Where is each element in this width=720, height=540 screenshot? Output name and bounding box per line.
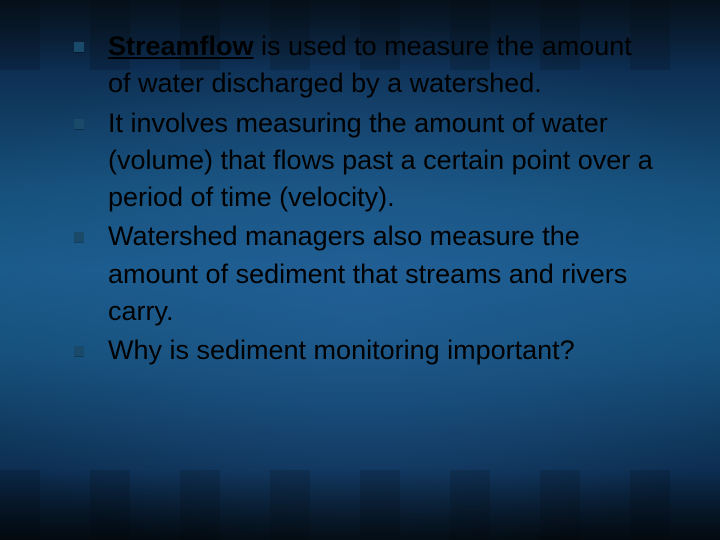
bullet-text: Watershed managers also measure the amou… [108, 221, 627, 326]
slide-content: Streamflow is used to measure the amount… [60, 28, 660, 371]
bullet-text: It involves measuring the amount of wate… [108, 108, 653, 213]
list-item: Watershed managers also measure the amou… [60, 218, 660, 330]
bullet-text: Why is sediment monitoring important? [108, 335, 575, 365]
list-item: Streamflow is used to measure the amount… [60, 28, 660, 103]
list-item: It involves measuring the amount of wate… [60, 105, 660, 217]
slide: Streamflow is used to measure the amount… [0, 0, 720, 540]
list-item: Why is sediment monitoring important? [60, 332, 660, 369]
bullet-list: Streamflow is used to measure the amount… [60, 28, 660, 369]
bullet-lead-term: Streamflow [108, 31, 254, 61]
